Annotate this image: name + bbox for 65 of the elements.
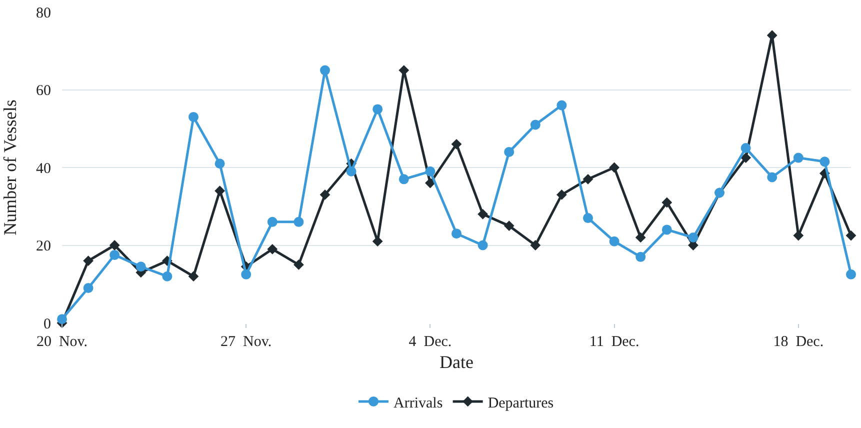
x-tick-label: 18 Dec. (773, 334, 824, 350)
x-tick-label: 27 Nov. (220, 334, 272, 350)
point (110, 250, 120, 260)
point (372, 104, 383, 114)
point (793, 152, 804, 163)
point (740, 143, 751, 154)
point (767, 172, 778, 182)
point (372, 236, 383, 247)
point (662, 224, 672, 235)
x-tick-label: 20 Nov. (36, 334, 88, 350)
point (320, 65, 330, 76)
point (609, 236, 620, 246)
point (846, 269, 856, 280)
point (136, 262, 146, 272)
point (583, 213, 593, 224)
y-tick-label: 80 (36, 5, 51, 22)
point (109, 240, 120, 250)
point (267, 216, 278, 227)
point (793, 230, 804, 241)
point (214, 158, 225, 169)
y-tick-label: 0 (44, 316, 51, 332)
point (504, 220, 514, 232)
legend-label: Departures (488, 395, 554, 412)
point (504, 146, 514, 157)
point (820, 156, 830, 167)
point (636, 252, 646, 262)
point (320, 190, 330, 200)
point (556, 190, 567, 200)
point (83, 256, 94, 266)
point (530, 120, 540, 130)
y-tick-label: 20 (36, 238, 51, 254)
point (662, 197, 672, 208)
point (740, 152, 751, 163)
point (294, 216, 304, 227)
x-tick-label: 4 Dec. (408, 334, 452, 350)
point (635, 232, 646, 243)
x-axis-title: Date (440, 352, 474, 372)
y-tick-label: 60 (36, 83, 51, 99)
point (398, 174, 409, 184)
point (214, 186, 225, 196)
point (425, 178, 436, 188)
point (241, 269, 252, 280)
point (452, 228, 462, 239)
point (188, 112, 198, 122)
point (57, 314, 67, 324)
point (846, 230, 856, 241)
point (425, 166, 436, 176)
point (267, 244, 278, 254)
point (162, 271, 172, 282)
point (188, 271, 199, 282)
point (451, 138, 462, 150)
point (478, 240, 488, 250)
point (688, 232, 698, 242)
point (83, 283, 94, 294)
point (530, 240, 541, 250)
point (556, 100, 567, 110)
point (294, 259, 304, 270)
x-tick-label: 11 Dec. (589, 334, 640, 350)
point (346, 166, 356, 176)
point (609, 162, 620, 173)
point (478, 208, 488, 220)
point (582, 174, 594, 184)
legend-label: Arrivals (394, 395, 443, 412)
y-tick-label: 40 (36, 160, 51, 177)
y-axis-title: Number of Vessels (0, 100, 20, 236)
